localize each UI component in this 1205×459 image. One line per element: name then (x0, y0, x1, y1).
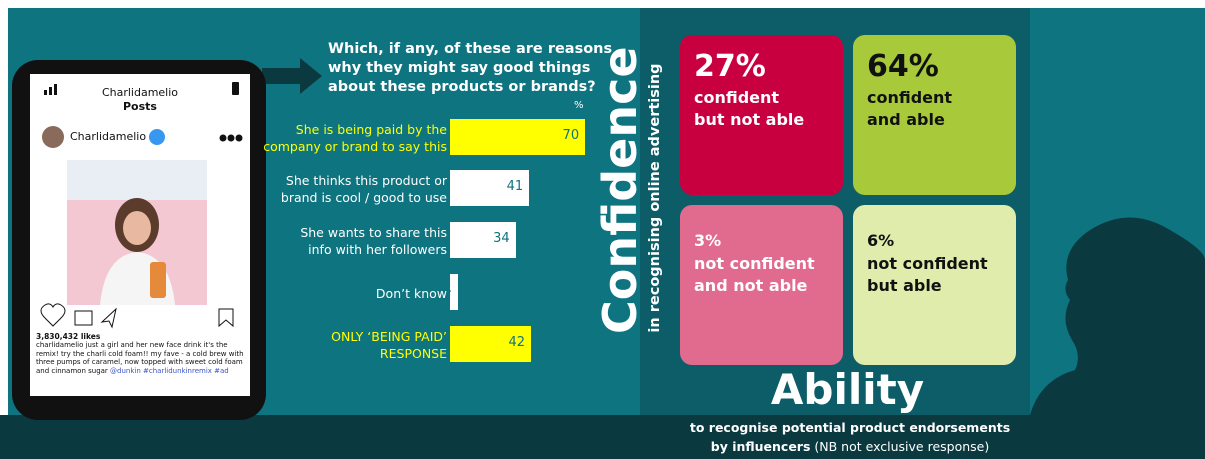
y-subtitle: in recognising online advertising (647, 63, 663, 333)
bar (450, 170, 530, 206)
footer-band (0, 415, 1205, 459)
tags: @dunkin #charlidunkinremix #ad (110, 366, 229, 375)
quadrant-cell (680, 35, 843, 195)
footer-line2: by influencers (NB not exclusive respons… (600, 439, 1100, 454)
footer-bold: by influencers (710, 439, 811, 454)
verified (149, 129, 165, 145)
heart-icon (40, 303, 66, 327)
cell-label: confident and able (867, 88, 953, 129)
quadrant-cell (853, 205, 1016, 365)
caption-block: charlidamelio just a girl and her new fa… (36, 341, 248, 375)
value-label: 42 (508, 335, 526, 350)
account: Charlidamelio (70, 130, 147, 143)
quadrant-cell (680, 205, 843, 365)
footer-rest: (NB not exclusive response) (810, 439, 990, 454)
value-label: 70 (562, 128, 580, 143)
cell-label: not confident but able (867, 254, 988, 295)
username-header: Charlidamelio (101, 86, 179, 99)
comment-icon (74, 310, 93, 326)
tab: Posts (123, 100, 157, 113)
cell-value: 6% (867, 231, 895, 250)
bar (450, 326, 532, 362)
signal-icon (44, 84, 57, 95)
value-label: 41 (506, 179, 524, 194)
caption: charlidamelio just a girl and her new fa… (36, 341, 244, 375)
y-title: Confidence (593, 46, 647, 334)
quadrant-cell (853, 35, 1016, 195)
bar (450, 274, 458, 310)
category-label: ONLY ‘BEING PAID’ RESPONSE (331, 329, 447, 361)
category-label: She wants to share this info with her fo… (300, 225, 447, 257)
photo-sky (67, 160, 207, 200)
cell-value: 64% (867, 49, 939, 84)
cell-label: not confident and not able (694, 254, 815, 295)
cell-value: 27% (694, 49, 766, 84)
category-label: She thinks this product or brand is cool… (280, 173, 447, 205)
share-icon (100, 307, 117, 329)
save-icon (218, 308, 234, 328)
footer-line1: to recognise potential product endorseme… (689, 420, 1011, 435)
value-label: 34 (493, 231, 510, 246)
photo-face (123, 211, 151, 245)
bar (450, 222, 516, 258)
cell-value: 3% (694, 231, 722, 250)
likes: 3,830,432 likes (36, 332, 101, 341)
battery-icon (232, 82, 239, 95)
category-label: She is being paid by the company or bran… (263, 122, 447, 154)
chart-title: Which, if any, of these are reasons why … (328, 41, 613, 95)
photo-drink (150, 262, 166, 298)
value-label: 4 (443, 283, 452, 298)
silhouette (1030, 217, 1205, 415)
avatar (42, 126, 64, 148)
arrow (262, 58, 322, 94)
category-label: Don’t know (375, 285, 447, 301)
bar (450, 119, 586, 155)
cell-label: confident but not able (694, 88, 805, 129)
x-title: Ability (770, 365, 925, 414)
unit: % (574, 100, 584, 111)
